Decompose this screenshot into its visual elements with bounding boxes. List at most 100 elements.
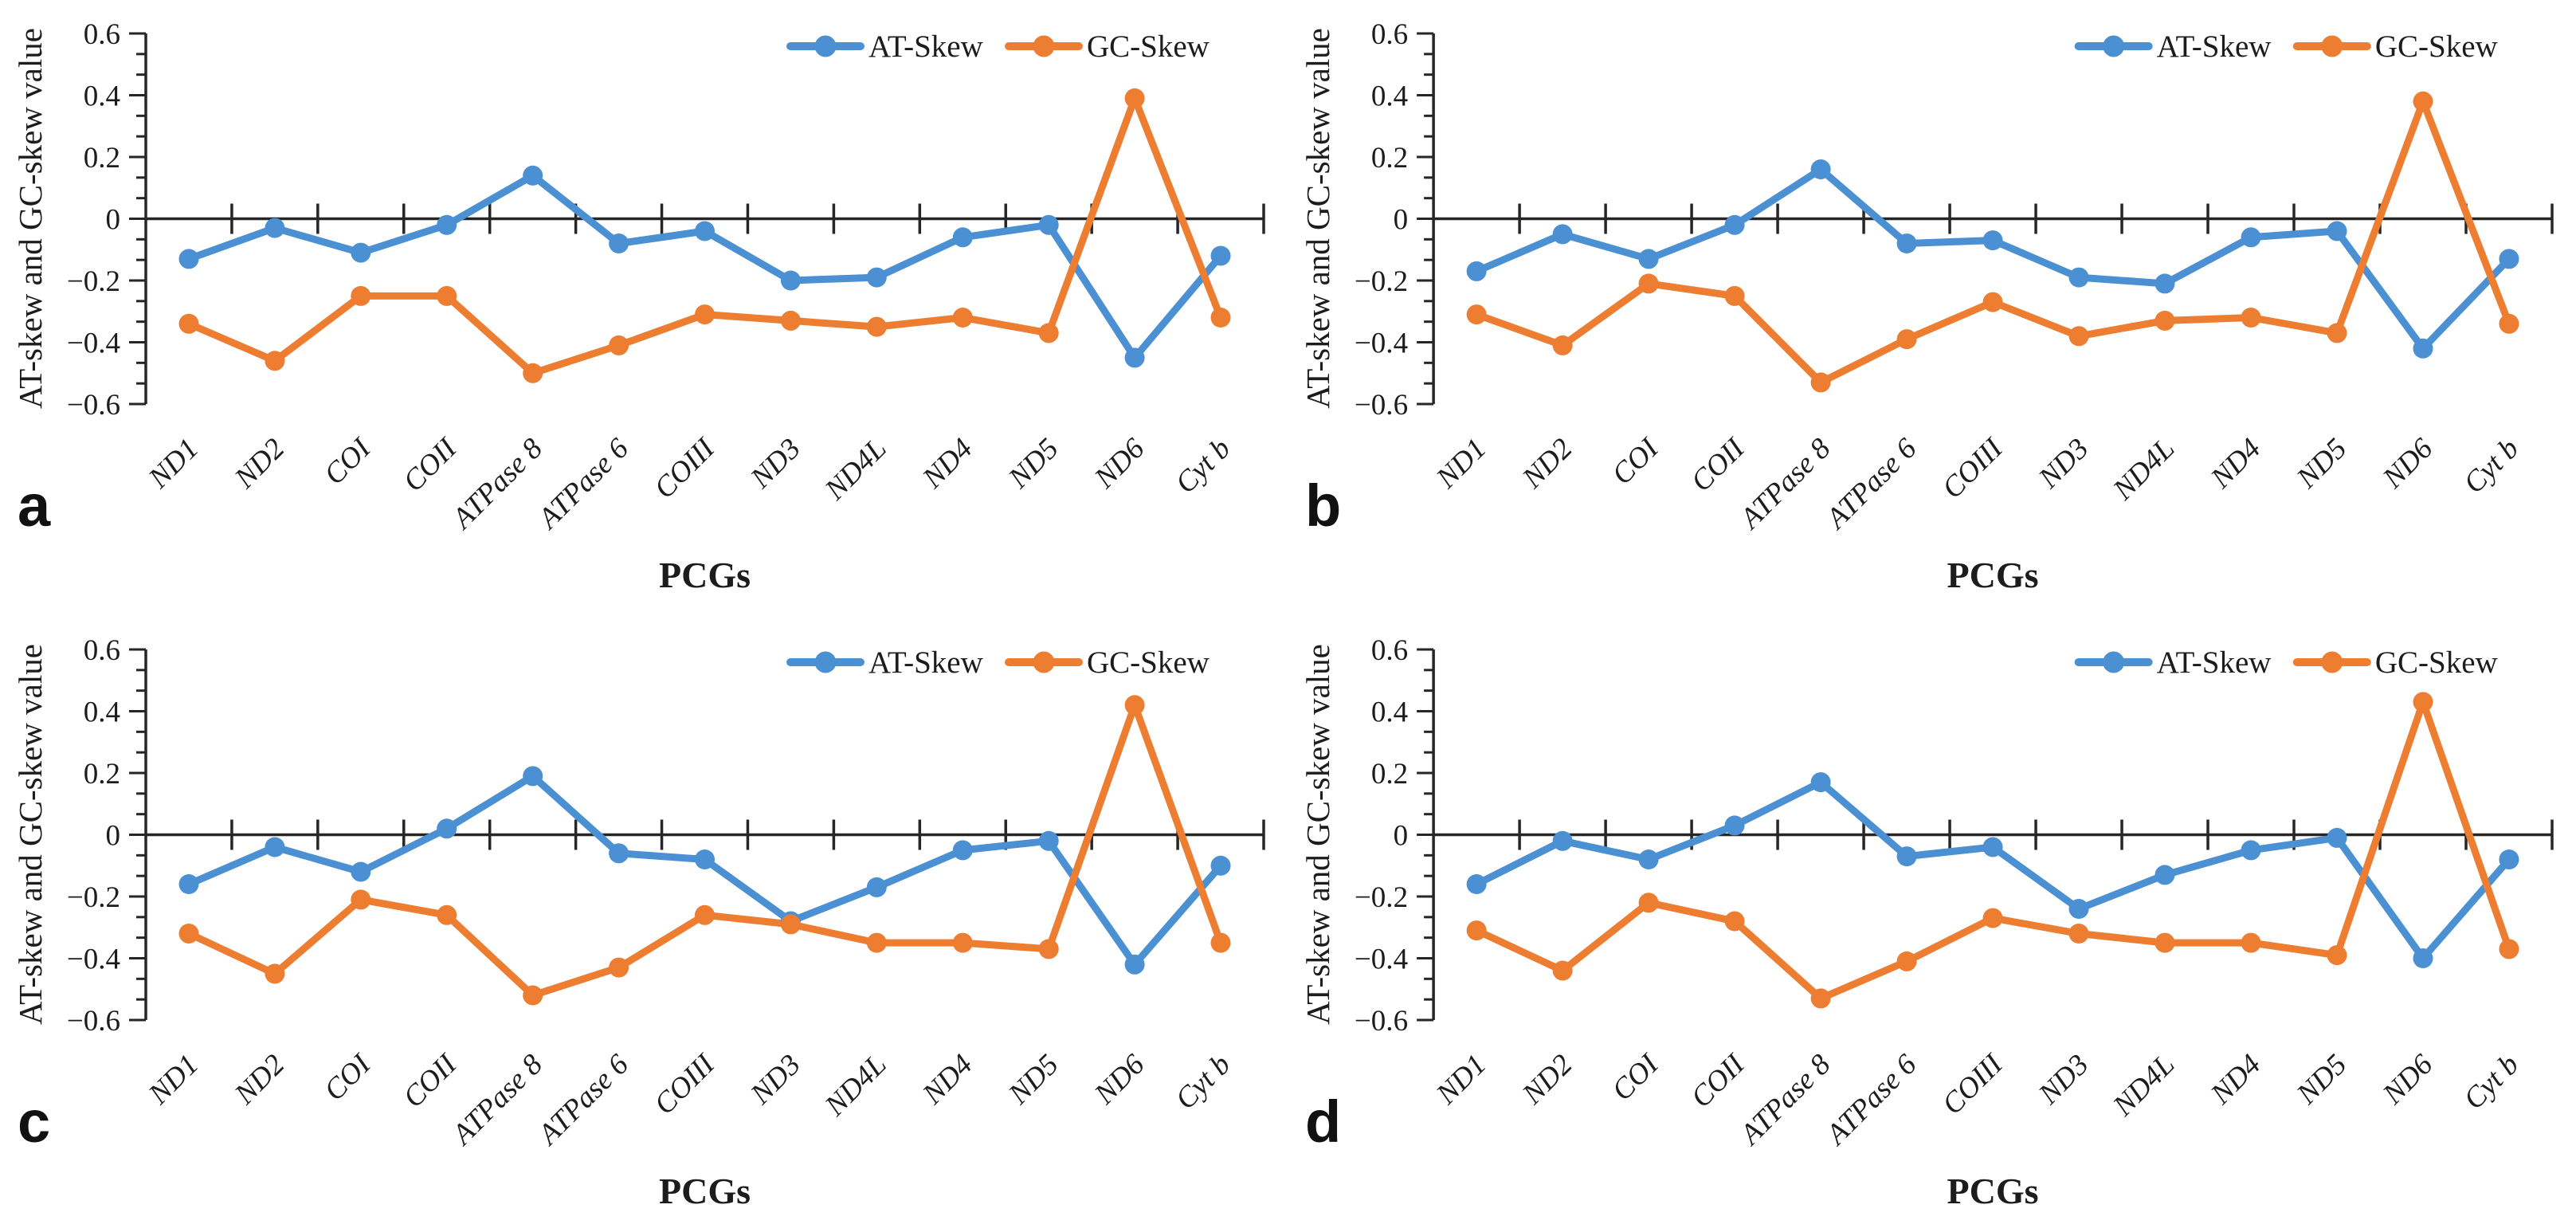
gc-skew-data-point-marker (952, 932, 973, 953)
gc-skew-data-point-marker (1552, 960, 1573, 981)
x-category-label: ND4L (818, 1048, 893, 1123)
at-skew-line (185, 171, 1225, 362)
at-skew-data-point-marker (2241, 227, 2261, 248)
at-skew-data-point-marker (780, 270, 801, 291)
at-skew-data-point-marker (523, 165, 543, 186)
x-category-label: ATPase 6 (531, 432, 636, 537)
at-skew-data-point-marker (1466, 261, 1487, 281)
x-category-label: ND3 (744, 1048, 807, 1111)
x-category-label: ND1 (1429, 432, 1492, 495)
x-category-label: COIII (648, 431, 722, 505)
x-category-label: ND5 (1002, 432, 1065, 495)
x-category-label: ND5 (2290, 1048, 2353, 1111)
legend: AT-Skew GC-Skew (2074, 29, 2498, 64)
gc-skew-data-point-marker (1982, 292, 2003, 312)
at-skew-data-point-marker (1038, 830, 1059, 851)
y-tick-label: −0.6 (1355, 1005, 1408, 1038)
x-category-label: ND4L (818, 432, 893, 507)
at-skew-data-point-marker (2241, 840, 2261, 861)
at-skew-data-point-marker (695, 221, 715, 241)
x-category-label: Cyt b (1169, 1048, 1237, 1116)
at-skew-data-point-marker (1124, 954, 1145, 975)
legend-label-at-skew: AT-Skew (868, 29, 983, 64)
y-tick-label: 0.4 (84, 696, 120, 729)
x-category-label: ND1 (1429, 1048, 1492, 1111)
legend-label-at-skew: AT-Skew (2157, 645, 2272, 680)
at-skew-line (185, 772, 1225, 968)
legend-label-gc-skew: GC-Skew (2375, 645, 2498, 680)
at-skew-data-point-marker (1038, 214, 1059, 235)
at-skew-data-point-marker (2155, 273, 2175, 294)
y-axis-title: AT-skew and GC-skew value (12, 644, 49, 1025)
x-category-label: ND4L (2107, 1048, 2182, 1123)
at-skew-data-point-marker (265, 837, 285, 857)
gc-skew-data-point-marker (1124, 88, 1145, 108)
x-category-label: ND3 (2032, 1048, 2095, 1111)
y-tick-label: 0.6 (84, 634, 120, 667)
y-tick-label: 0.6 (1371, 18, 1408, 51)
y-tick-label: −0.4 (1355, 328, 1408, 360)
panel-letter: a (18, 473, 51, 539)
gc-skew-data-point-marker (695, 304, 715, 325)
at-skew-data-point-marker (437, 214, 457, 235)
gc-skew-data-point-marker (178, 924, 199, 944)
x-category-label: Cyt b (2457, 1048, 2525, 1116)
y-tick-label: 0 (106, 820, 121, 853)
x-category-label: ND1 (142, 432, 205, 495)
gc-skew-data-point-marker (2327, 323, 2347, 343)
panel-letter: b (1305, 473, 1341, 539)
x-category-label: ND2 (1515, 432, 1578, 495)
x-category-label: ND2 (228, 1048, 291, 1111)
legend-label-gc-skew: GC-Skew (1087, 29, 1210, 64)
y-axis-title: AT-skew and GC-skew value (1300, 644, 1336, 1025)
x-category-label: ND6 (1088, 1048, 1151, 1111)
y-tick-label: 0.2 (1371, 142, 1408, 175)
at-skew-data-point-marker (1638, 249, 1659, 269)
y-tick-label: −0.2 (67, 265, 120, 298)
legend-marker-gc-skew (1033, 35, 1055, 57)
x-category-label: ATPase 6 (1818, 432, 1923, 536)
panel-b: 0.6 0.4 0.2 0 −0.2 −0.4 −0.6 ND1 ND2 COI COII ATPas… (1288, 0, 2576, 616)
x-category-label: ND2 (228, 432, 291, 495)
gc-skew-data-point-marker (1038, 939, 1059, 959)
x-category-label: COI (318, 431, 378, 491)
at-skew-data-point-marker (437, 818, 457, 839)
x-category-label: ATPase 8 (445, 432, 550, 537)
y-tick-label: 0.4 (1371, 696, 1408, 729)
gc-skew-data-point-marker (351, 285, 371, 306)
x-category-label: ND4 (2204, 1048, 2267, 1111)
at-skew-data-point-marker (178, 874, 199, 894)
at-skew-data-point-marker (1210, 245, 1231, 266)
gc-skew-data-point-marker (866, 316, 887, 337)
y-tick-label: 0.4 (84, 80, 120, 113)
at-skew-data-point-marker (2499, 249, 2519, 269)
at-skew-data-point-marker (1810, 772, 1831, 793)
x-category-label: ND4L (2107, 432, 2182, 507)
legend-label-gc-skew: GC-Skew (1087, 645, 1210, 680)
x-category-label: ATPase 8 (1732, 1048, 1837, 1152)
x-category-label: ND2 (1515, 1048, 1578, 1111)
y-tick-label: 0.2 (84, 142, 120, 175)
x-category-label: ND3 (744, 432, 807, 495)
at-skew-line (1472, 166, 2513, 352)
at-skew-data-point-marker (351, 861, 371, 882)
at-skew-data-point-marker (695, 849, 715, 869)
x-category-label: ND6 (2376, 1048, 2440, 1111)
legend-label-at-skew: AT-Skew (2157, 29, 2272, 64)
gc-skew-data-point-marker (178, 313, 199, 334)
legend-label-gc-skew: GC-Skew (2375, 29, 2498, 64)
at-skew-data-point-marker (952, 227, 973, 248)
gc-skew-data-point-marker (437, 285, 457, 306)
gc-skew-data-point-marker (2327, 945, 2347, 966)
y-tick-label: −0.6 (67, 1005, 120, 1038)
x-category-label: COI (1606, 1047, 1665, 1107)
at-skew-data-point-marker (2068, 899, 2089, 919)
gc-skew-data-point-marker (780, 310, 801, 331)
gc-skew-data-point-marker (1896, 951, 1917, 971)
x-axis-title: PCGs (659, 555, 751, 595)
gc-skew-data-point-marker (1466, 304, 1487, 325)
at-skew-data-point-marker (178, 249, 199, 269)
